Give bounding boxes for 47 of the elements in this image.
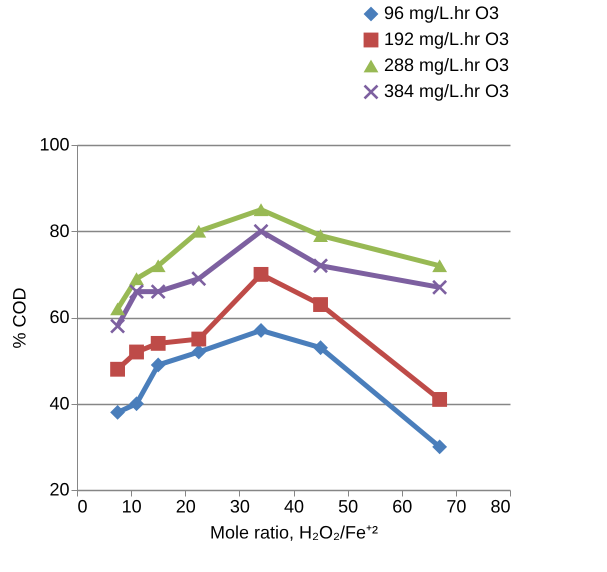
point — [129, 284, 144, 300]
y-tick-label: 40 — [49, 393, 70, 414]
x-tick-label: 80 — [490, 496, 510, 516]
point — [110, 362, 126, 377]
x-tick-label: 10 — [122, 496, 142, 516]
point — [150, 284, 166, 300]
legend-label: 288 mg/L.hr O3 — [384, 55, 510, 75]
point — [150, 259, 166, 272]
x-tick-label: 40 — [284, 496, 304, 516]
x-tick-label: 60 — [392, 496, 412, 516]
point — [254, 266, 268, 282]
point — [129, 396, 144, 412]
point — [110, 302, 126, 316]
point — [191, 271, 206, 286]
point — [313, 229, 328, 242]
y-tick-label: 60 — [49, 307, 70, 327]
point — [254, 323, 268, 338]
point — [313, 340, 328, 356]
x-tick-label: 20 — [176, 496, 196, 516]
point — [313, 258, 328, 274]
y-tick-label: 20 — [49, 480, 70, 500]
x-axis-title: Mole ratio, H₂O₂/Fe⁺² — [210, 522, 378, 542]
y-tick-label: 80 — [49, 220, 70, 241]
point — [254, 203, 268, 216]
point — [254, 224, 268, 239]
point — [110, 404, 126, 420]
x-tick-label: 50 — [338, 496, 358, 516]
legend-label: 384 mg/L.hr O3 — [384, 81, 510, 101]
y-tick-label: 100 — [39, 134, 70, 154]
x-tick-label: 30 — [230, 496, 250, 516]
legend-label: 96 mg/L.hr O3 — [384, 3, 500, 23]
y-axis-title: % COD — [9, 287, 30, 349]
legend-label: 192 mg/L.hr O3 — [384, 29, 510, 49]
point — [129, 272, 144, 286]
x-tick-label: 70 — [446, 496, 466, 516]
point — [129, 344, 144, 360]
point — [432, 259, 448, 272]
point — [191, 344, 206, 360]
point — [432, 392, 448, 407]
point — [313, 297, 328, 312]
point — [110, 318, 126, 334]
x-tick-label: 0 — [78, 496, 88, 516]
point — [191, 332, 206, 346]
point — [150, 336, 166, 351]
point — [432, 439, 448, 454]
point — [150, 358, 166, 372]
point — [432, 280, 448, 295]
